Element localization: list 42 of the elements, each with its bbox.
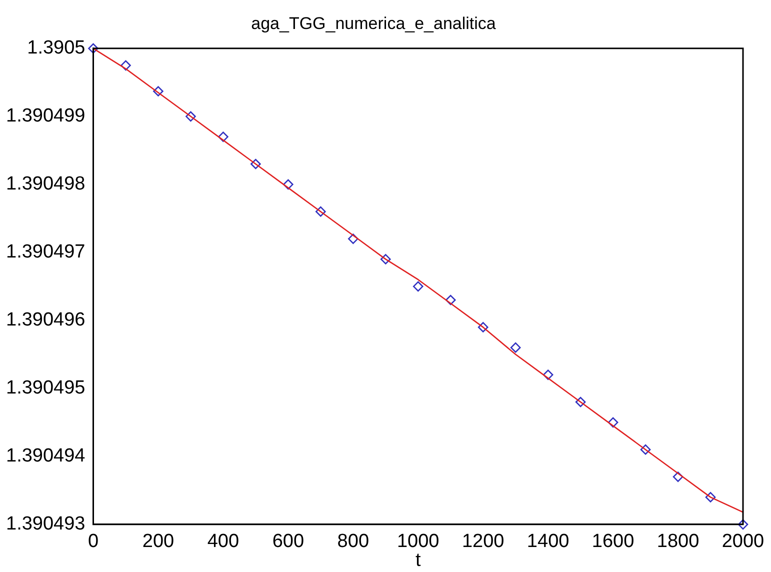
point [542, 370, 554, 380]
y-tick-label: 1.390497 [6, 242, 86, 263]
point [672, 472, 684, 482]
x-tick-label: 800 [337, 531, 369, 552]
x-axis-title: t [415, 550, 422, 571]
chart-title: aga_TGG_numerica_e_analitica [251, 14, 496, 33]
x-tick-label: 200 [142, 531, 174, 552]
point [88, 43, 98, 54]
y-tick-label: 1.390493 [6, 514, 86, 535]
x-tick-label: 1000 [396, 531, 440, 552]
point [348, 234, 358, 244]
x-tick-label: 2000 [722, 531, 764, 552]
y-tick-label: 1.390494 [6, 446, 86, 467]
point [120, 60, 131, 71]
point [283, 179, 294, 190]
point [705, 492, 716, 502]
point [510, 342, 521, 353]
point [478, 322, 488, 332]
point [218, 132, 228, 142]
point [412, 281, 424, 292]
point [575, 396, 586, 408]
x-tick-label: 400 [207, 531, 240, 552]
x-tick-label: 1800 [656, 531, 700, 552]
point [640, 444, 651, 455]
y-tick-label: 1.390498 [6, 174, 86, 195]
point [250, 158, 261, 170]
x-tick-label: 1400 [526, 531, 570, 552]
y-tick-label: 1.3905 [27, 38, 86, 59]
point [316, 206, 326, 217]
x-tick-label: 1200 [462, 531, 504, 552]
point [608, 417, 618, 428]
point [186, 111, 196, 122]
point [380, 254, 391, 264]
point [445, 294, 456, 306]
point [738, 519, 748, 530]
y-tick-label: 1.390495 [6, 378, 86, 399]
x-tick-label: 600 [272, 531, 304, 552]
point [153, 86, 164, 96]
x-tick-label: 0 [88, 531, 99, 552]
y-tick-label: 1.390496 [6, 310, 86, 331]
y-tick-label: 1.390499 [6, 106, 86, 127]
x-tick-label: 1600 [592, 531, 634, 552]
